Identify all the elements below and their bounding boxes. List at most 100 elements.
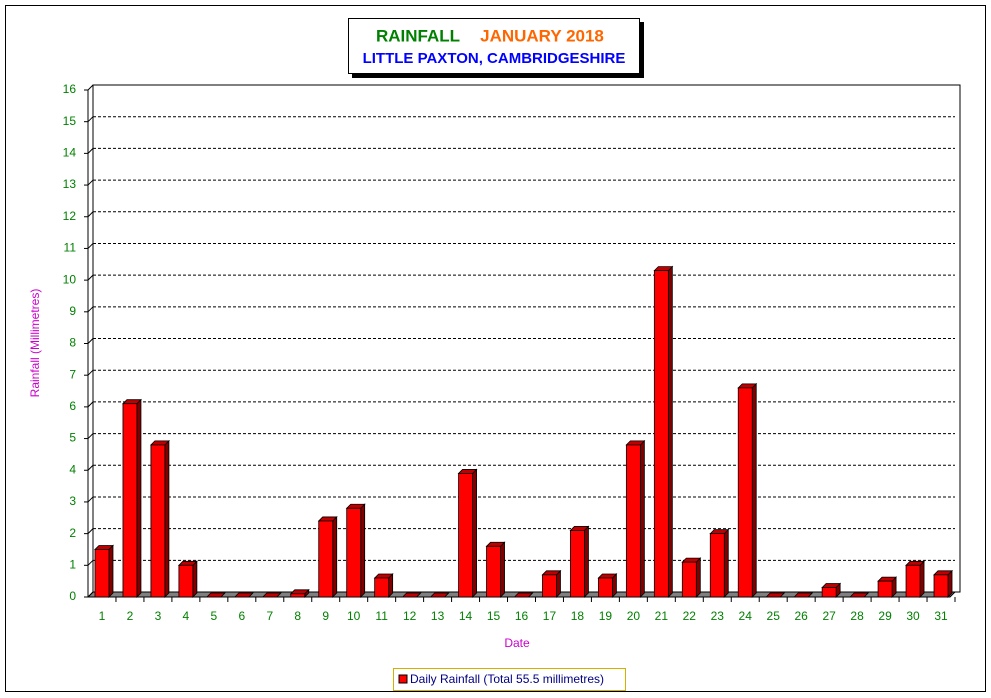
y-tick-depth [87, 496, 94, 503]
x-tick-label: 5 [211, 609, 218, 623]
bar [542, 574, 557, 598]
x-tick-label: 23 [711, 609, 725, 623]
bar-side [584, 525, 589, 598]
bar-top [765, 592, 786, 598]
bar-side [919, 560, 925, 598]
y-tick-depth [87, 591, 94, 598]
y-tick-depth [87, 243, 94, 249]
bar [458, 473, 473, 598]
bar-top [205, 592, 226, 598]
x-axis-title: Date [504, 636, 530, 650]
x-tick-label: 9 [322, 609, 329, 623]
y-tick-label: 11 [64, 241, 77, 255]
x-tick-label: 30 [906, 609, 920, 623]
x-tick-label: 16 [515, 609, 529, 623]
x-tick-label: 18 [571, 609, 585, 623]
y-tick-label: 3 [69, 494, 76, 508]
bar [374, 577, 390, 598]
x-tick-label: 28 [850, 609, 864, 623]
y-tick-label: 1 [69, 557, 76, 571]
bar [709, 533, 725, 598]
y-tick-label: 16 [63, 82, 77, 96]
bar-side [472, 468, 477, 598]
y-tick-label: 10 [63, 272, 77, 286]
bar [122, 403, 138, 598]
x-tick-label: 21 [655, 609, 669, 623]
y-tick-depth [87, 401, 94, 408]
chart-title: RAINFALL [376, 26, 460, 45]
bar-top [849, 592, 870, 598]
y-tick-depth [87, 433, 94, 439]
bar-top [401, 592, 422, 598]
y-tick-depth [87, 116, 94, 123]
y-tick-label: 8 [69, 336, 76, 350]
bar-side [136, 398, 142, 598]
bar-side [164, 439, 170, 598]
x-tick-label: 29 [878, 609, 892, 623]
x-tick-label: 13 [431, 609, 445, 623]
y-tick-label: 0 [69, 589, 76, 603]
chart-subtitle: LITTLE PAXTON, CAMBRIDGESHIRE [363, 50, 626, 67]
y-tick-depth [87, 306, 94, 313]
x-tick-label: 4 [183, 609, 190, 623]
x-tick-label: 7 [266, 609, 273, 623]
y-tick-label: 2 [69, 526, 76, 540]
y-tick-depth [87, 338, 94, 344]
x-tick-label: 19 [599, 609, 613, 623]
chart-title-date: JANUARY 2018 [480, 26, 604, 45]
y-tick-depth [87, 559, 94, 566]
y-tick-label: 6 [69, 399, 76, 413]
y-tick-depth [87, 464, 94, 471]
x-tick-label: 25 [767, 609, 781, 623]
y-tick-label: 14 [63, 146, 77, 160]
legend-label: Daily Rainfall (Total 55.5 millimetres) [410, 672, 604, 686]
x-tick-label: 10 [347, 609, 361, 623]
x-tick-label: 20 [627, 609, 641, 623]
bar [653, 270, 669, 598]
title-box [348, 18, 640, 74]
x-tick-label: 14 [459, 609, 473, 623]
bar [570, 530, 585, 598]
x-tick-label: 1 [99, 609, 106, 623]
bar-top [793, 592, 814, 598]
x-tick-label: 15 [487, 609, 501, 623]
bar [821, 587, 837, 598]
bar-side [667, 265, 673, 598]
x-tick-label: 8 [294, 609, 301, 623]
bar-side [192, 560, 198, 598]
x-tick-label: 6 [238, 609, 245, 623]
y-tick-label: 12 [63, 209, 77, 223]
y-tick-depth [87, 274, 94, 281]
x-tick-label: 3 [155, 609, 162, 623]
bar-side [695, 557, 701, 598]
bar [290, 593, 306, 598]
bar [905, 564, 921, 598]
x-tick-label: 22 [683, 609, 697, 623]
y-tick-label: 4 [69, 462, 76, 476]
legend-swatch [398, 674, 408, 684]
y-tick-depth [87, 179, 94, 186]
x-tick-label: 26 [794, 609, 808, 623]
bar-side [500, 541, 505, 598]
bar [625, 444, 641, 598]
y-tick-label: 9 [69, 304, 76, 318]
bar-top [513, 592, 534, 598]
x-tick-label: 27 [822, 609, 836, 623]
legend [393, 668, 626, 691]
x-tick-label: 24 [739, 609, 753, 623]
y-tick-label: 7 [69, 367, 76, 381]
y-tick-label: 15 [63, 114, 77, 128]
x-tick-label: 31 [934, 609, 948, 623]
bar-side [723, 528, 729, 598]
bar [346, 507, 362, 598]
y-tick-depth [87, 369, 94, 376]
y-tick-depth [87, 528, 94, 534]
bar [933, 574, 949, 598]
bar [178, 564, 194, 598]
y-tick-label: 5 [69, 431, 76, 445]
bar-side [332, 515, 338, 598]
y-tick-depth [87, 148, 94, 154]
bar-side [751, 382, 757, 598]
bar [877, 580, 893, 598]
